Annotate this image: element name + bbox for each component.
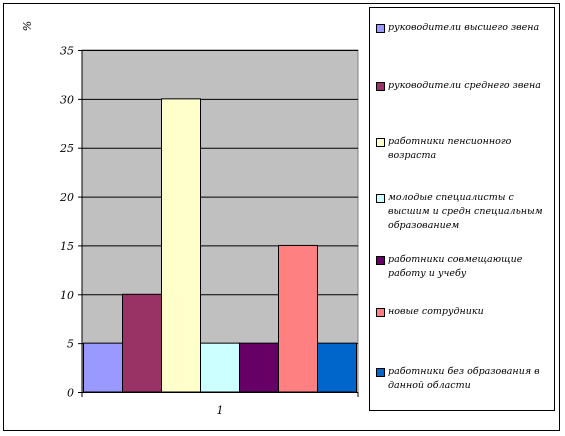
- bar-2: [122, 293, 162, 393]
- legend: руководители высшего звена руководители с…: [369, 7, 555, 411]
- bar-6: [278, 244, 318, 393]
- y-tick-label: 35: [60, 45, 74, 58]
- bar-7: [317, 342, 357, 393]
- y-axis-label: %: [21, 21, 34, 31]
- legend-swatch: [376, 308, 385, 317]
- legend-label: новые сотрудники: [388, 306, 484, 317]
- bar-1: [83, 342, 123, 393]
- y-tick-label: 30: [60, 93, 74, 106]
- y-tick-label: 10: [60, 289, 74, 302]
- x-tick-label: 1: [217, 404, 224, 417]
- bar-3: [161, 98, 201, 393]
- y-tick-label: 25: [59, 142, 74, 155]
- y-tick-label: 0: [67, 387, 74, 400]
- legend-label: руководители среднего звена: [388, 80, 541, 91]
- legend-label: работники пенсионного возраста: [388, 136, 512, 161]
- y-tick-label: 20: [59, 191, 74, 204]
- y-tick-label: 5: [67, 338, 74, 351]
- legend-swatch: [376, 82, 385, 91]
- legend-swatch: [376, 194, 385, 203]
- legend-label: работники совмещающие работу и учебу: [388, 254, 523, 279]
- legend-label: молодые специалисты с высшим и средн спе…: [388, 192, 543, 231]
- legend-swatch: [376, 24, 385, 33]
- y-tick-label: 15: [60, 240, 74, 253]
- legend-swatch: [376, 138, 385, 147]
- legend-swatch: [376, 368, 385, 377]
- legend-swatch: [376, 256, 385, 265]
- bar-5: [239, 342, 279, 393]
- bar-4: [200, 342, 240, 393]
- legend-label: руководители высшего звена: [388, 22, 540, 33]
- legend-label: работники без образования в данной облас…: [388, 366, 540, 391]
